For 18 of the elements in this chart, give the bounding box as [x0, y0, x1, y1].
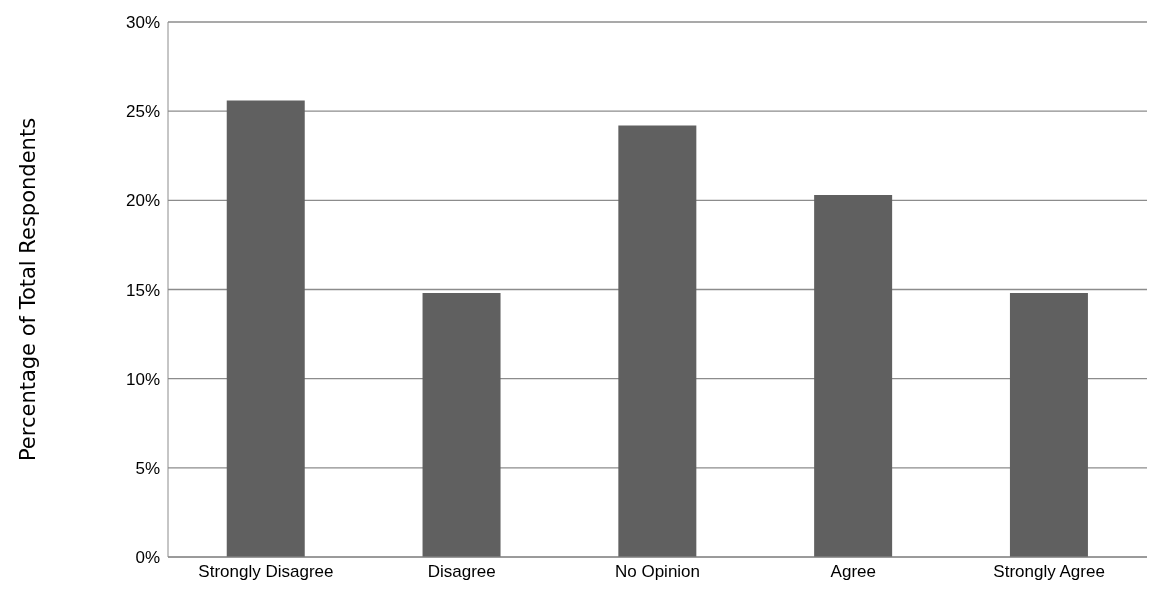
bar	[226, 100, 305, 557]
x-tick-label: Strongly Disagree	[198, 562, 334, 582]
y-tick-label: 5%	[135, 458, 160, 478]
bar	[814, 194, 893, 557]
y-tick-label: 0%	[135, 548, 160, 568]
y-axis-title: Percentage of Total Respondents	[16, 117, 41, 462]
bar	[1009, 293, 1088, 557]
y-tick-label: 10%	[125, 369, 160, 389]
y-tick-label: 15%	[125, 280, 160, 300]
bar	[422, 293, 501, 557]
x-tick-label: Disagree	[427, 562, 496, 582]
x-tick-label: Strongly Agree	[993, 562, 1105, 582]
x-tick-label: No Opinion	[614, 562, 701, 582]
y-tick-label: 25%	[125, 102, 160, 122]
y-tick-label: 30%	[125, 13, 160, 33]
x-tick-label: Agree	[830, 562, 876, 582]
y-tick-label: 20%	[125, 191, 160, 211]
bar	[618, 125, 697, 557]
